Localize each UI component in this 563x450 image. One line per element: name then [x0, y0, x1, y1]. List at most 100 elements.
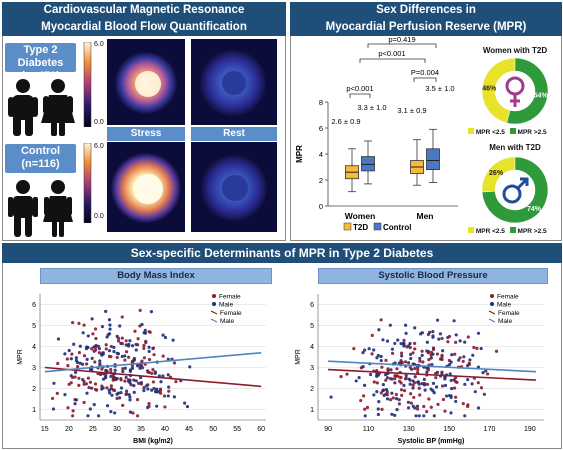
male-point — [484, 369, 488, 373]
male-point — [96, 414, 101, 418]
female-point — [55, 391, 59, 395]
female-point — [446, 340, 450, 344]
female-point — [142, 346, 146, 351]
male-point — [415, 404, 420, 408]
male-point — [416, 380, 420, 384]
female-point — [100, 367, 104, 371]
female-point — [440, 384, 445, 388]
male-point — [139, 375, 143, 380]
male-point — [74, 370, 78, 374]
male-point — [422, 414, 426, 418]
male-icon — [502, 184, 522, 204]
mpr-title-line1: Sex Differences in — [376, 4, 476, 16]
male-point — [385, 397, 390, 401]
x-tick-label: 25 — [89, 426, 97, 433]
female-point — [339, 374, 343, 379]
male-point — [468, 358, 472, 362]
female-point — [422, 404, 426, 409]
male-point — [372, 393, 376, 397]
male-point — [458, 339, 462, 343]
donut-men-legend-high: MPR >2.5 — [517, 228, 547, 235]
female-point — [409, 392, 413, 396]
male-point — [142, 386, 146, 390]
female-point — [393, 377, 397, 381]
male-point — [115, 351, 119, 355]
male-point — [422, 383, 427, 387]
male-point — [381, 382, 385, 387]
female-point — [161, 354, 165, 358]
female-point — [82, 379, 86, 384]
y-tick-label: 1 — [32, 407, 36, 414]
male-point — [132, 378, 136, 382]
female-point — [379, 318, 383, 322]
male-point — [448, 372, 452, 376]
x-tick-label: 20 — [65, 426, 73, 433]
male-point — [85, 345, 89, 349]
female-point — [120, 336, 124, 340]
female-point — [70, 375, 75, 380]
male-point — [404, 373, 408, 378]
female-point — [174, 379, 178, 384]
female-point — [147, 330, 151, 334]
male-point — [377, 399, 381, 404]
male-point — [449, 411, 453, 415]
female-point — [152, 386, 156, 391]
legend-male-line-label: Male — [220, 318, 234, 325]
male-point — [404, 323, 408, 327]
female-point — [425, 410, 429, 414]
x-tick-label: 130 — [403, 426, 415, 433]
female-point — [421, 360, 425, 364]
female-point — [394, 392, 399, 397]
male-point — [167, 385, 171, 389]
male-point — [466, 378, 470, 382]
male-point — [463, 340, 467, 344]
legend-high-swatch — [509, 227, 516, 233]
female-point — [359, 398, 363, 403]
male-point — [385, 339, 390, 343]
x-axis-label: Systolic BP (mmHg) — [398, 438, 465, 445]
male-point — [408, 341, 412, 346]
male-point — [425, 340, 429, 344]
fit-line-male — [44, 352, 262, 373]
x-tick-label: 150 — [443, 426, 455, 433]
female-point — [426, 332, 431, 337]
female-point — [146, 370, 150, 374]
male-point — [411, 386, 415, 390]
male-point — [443, 375, 447, 379]
y-tick-label: 2 — [310, 386, 314, 393]
male-point — [413, 375, 417, 379]
male-point — [476, 331, 481, 335]
x-tick-label: 15 — [41, 426, 49, 433]
female-point — [395, 374, 399, 378]
x-axis-label: BMI (kg/m2) — [133, 438, 173, 445]
female-point — [133, 329, 137, 333]
female-point — [134, 379, 138, 383]
pct-low: 46% — [482, 86, 497, 93]
male-point — [463, 382, 467, 386]
male-point — [108, 323, 112, 327]
female-point — [120, 315, 124, 319]
male-point — [329, 395, 333, 399]
male-point — [112, 345, 116, 349]
female-point — [372, 380, 376, 384]
female-point — [453, 386, 457, 390]
male-point — [85, 391, 89, 395]
female-point — [416, 367, 420, 372]
p-top: p=0.419 — [388, 36, 415, 44]
y-tick-label: 6 — [310, 302, 314, 309]
male-point — [130, 366, 135, 370]
legend-control-label: Control — [383, 223, 411, 232]
male-point — [409, 352, 413, 356]
mbf-title: Cardiovascular Magnetic Resonance Myocar… — [2, 2, 286, 36]
male-point — [408, 382, 412, 386]
label-women-t2d: 2.6 ± 0.9 — [331, 117, 360, 126]
male-point — [431, 381, 436, 385]
male-point — [113, 368, 117, 372]
female-point — [151, 346, 156, 350]
female-point — [458, 356, 462, 360]
pct-low: 26% — [489, 170, 504, 177]
male-point — [395, 407, 399, 412]
female-point — [454, 380, 458, 384]
male-point — [127, 393, 131, 397]
female-point — [94, 387, 98, 392]
